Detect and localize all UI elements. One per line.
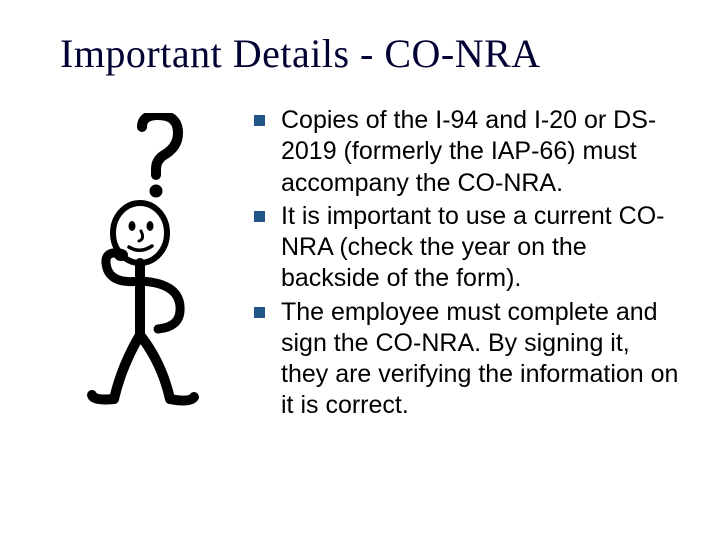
figure-container [60, 105, 250, 413]
bullet-text: The employee must complete and sign the … [281, 297, 680, 422]
thinking-figure-icon [70, 113, 240, 413]
square-bullet-icon [254, 115, 265, 126]
bullet-text: Copies of the I-94 and I-20 or DS-2019 (… [281, 105, 680, 199]
list-item: It is important to use a current CO-NRA … [254, 201, 680, 295]
bullet-text: It is important to use a current CO-NRA … [281, 201, 680, 295]
list-item: Copies of the I-94 and I-20 or DS-2019 (… [254, 105, 680, 199]
content-row: Copies of the I-94 and I-20 or DS-2019 (… [60, 105, 680, 424]
slide: Important Details - CO-NRA [0, 0, 720, 540]
list-item: The employee must complete and sign the … [254, 297, 680, 422]
bullet-list: Copies of the I-94 and I-20 or DS-2019 (… [250, 105, 680, 424]
slide-title: Important Details - CO-NRA [60, 30, 680, 77]
square-bullet-icon [254, 211, 265, 222]
square-bullet-icon [254, 307, 265, 318]
